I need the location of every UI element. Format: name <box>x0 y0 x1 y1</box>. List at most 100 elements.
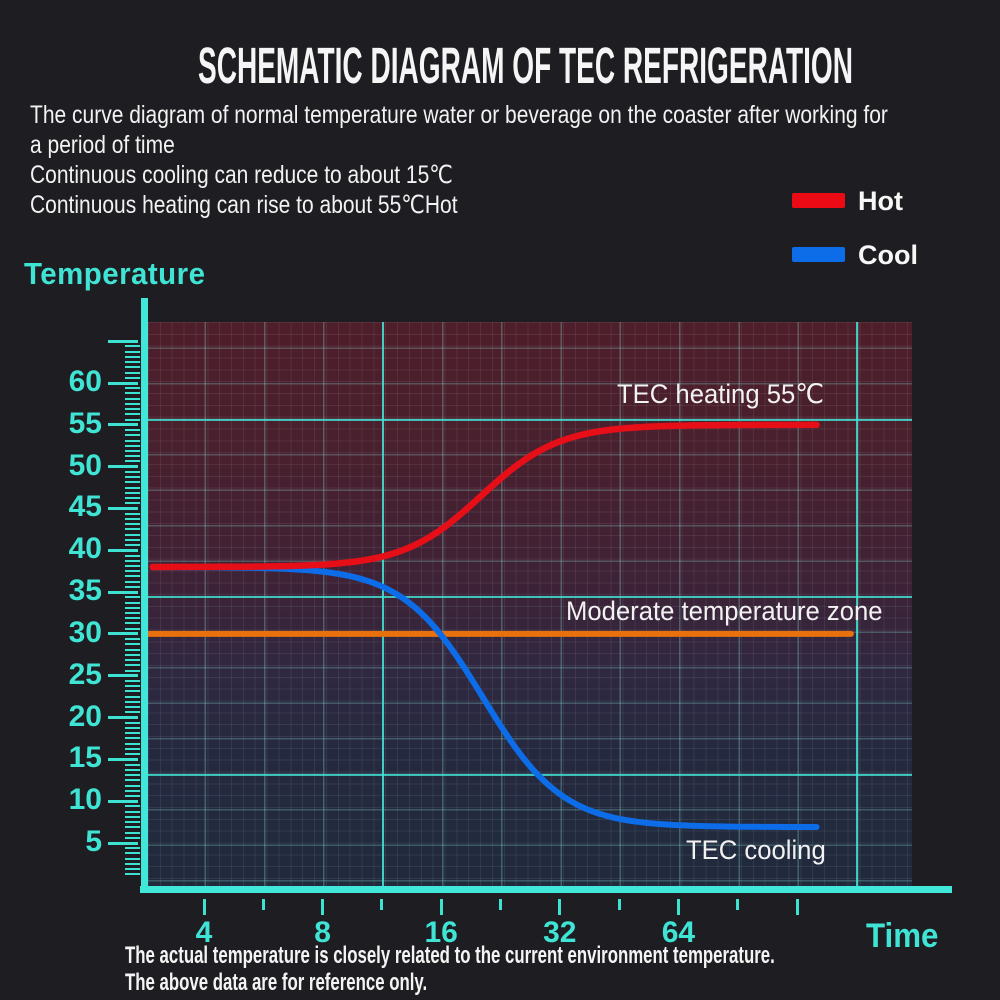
y-tick-label: 55 <box>68 406 102 440</box>
y-minor-tick <box>125 538 140 541</box>
y-tick-label: 45 <box>68 490 102 524</box>
y-tick-label: 25 <box>68 657 102 691</box>
curve-hot-tec-heating- <box>149 421 820 571</box>
y-minor-tick <box>125 402 140 405</box>
y-axis-title: Temperature <box>24 256 206 291</box>
y-minor-tick <box>125 732 140 735</box>
y-major-tick <box>108 381 138 385</box>
y-tick-label: 15 <box>68 741 102 775</box>
y-minor-tick <box>125 554 140 557</box>
y-minor-tick <box>125 460 140 463</box>
y-axis-line <box>141 298 148 890</box>
y-minor-tick <box>125 497 140 499</box>
bright-gridline-vertical <box>381 322 384 886</box>
page-title: SCHEMATIC DIAGRAM OF TEC REFRIGERATION <box>198 36 1000 95</box>
y-minor-tick <box>125 397 140 400</box>
y-minor-tick <box>125 831 140 834</box>
y-minor-tick <box>125 794 140 797</box>
y-major-tick <box>108 465 138 469</box>
y-tick-label: 30 <box>68 615 102 649</box>
y-minor-tick <box>125 350 140 353</box>
y-major-tick <box>108 716 138 720</box>
x-tick <box>261 899 265 910</box>
y-minor-tick <box>125 429 140 432</box>
y-minor-tick <box>125 418 140 421</box>
y-tick-label: 50 <box>68 448 102 482</box>
description-line: Continuous cooling can reduce to about 1… <box>30 161 453 189</box>
y-minor-tick <box>125 449 140 452</box>
footer-line: The above data are for reference only. <box>125 969 428 996</box>
y-minor-tick <box>125 711 140 714</box>
y-minor-tick <box>125 533 140 536</box>
y-minor-tick <box>125 789 140 792</box>
bright-gridline-horizontal <box>148 596 912 598</box>
y-minor-tick <box>125 376 140 379</box>
x-tick-label: 4 <box>195 916 213 949</box>
y-minor-tick <box>125 512 140 515</box>
y-tick-label: 10 <box>68 783 102 817</box>
y-minor-tick <box>125 575 140 578</box>
y-minor-tick <box>125 476 140 479</box>
y-minor-tick <box>125 638 140 641</box>
x-axis-title: Time <box>866 917 939 955</box>
y-minor-tick <box>125 502 140 505</box>
y-minor-tick <box>125 695 140 698</box>
y-tick-label: 5 <box>85 825 102 858</box>
bright-gridline-horizontal <box>148 418 912 421</box>
annotation-tec-heating: TEC heating 55℃ <box>617 379 825 409</box>
y-major-tick <box>108 632 138 636</box>
y-minor-tick <box>125 413 140 416</box>
y-tick-label: 20 <box>68 699 102 733</box>
y-tick-label: 40 <box>68 532 102 566</box>
y-tick-label: 35 <box>68 574 102 608</box>
y-minor-tick <box>125 643 140 646</box>
plot-area <box>148 322 912 886</box>
x-tick-label: 64 <box>661 916 696 949</box>
x-tick <box>380 899 384 910</box>
y-major-tick <box>108 841 138 845</box>
y-major-tick <box>108 548 138 552</box>
y-minor-tick <box>125 690 140 693</box>
y-minor-tick <box>125 439 140 442</box>
y-major-tick <box>108 757 138 761</box>
y-minor-tick <box>125 847 140 850</box>
y-minor-tick <box>125 387 140 390</box>
legend-label: Cool <box>858 240 918 270</box>
x-tick <box>795 899 799 915</box>
y-major-tick <box>108 339 138 343</box>
y-minor-tick <box>125 826 140 829</box>
y-minor-tick <box>125 836 140 839</box>
y-minor-tick <box>125 570 140 573</box>
legend-swatch-cool <box>792 247 845 262</box>
y-minor-tick <box>125 486 140 489</box>
y-minor-tick <box>125 852 140 855</box>
y-minor-tick <box>125 617 140 620</box>
x-tick <box>439 899 443 915</box>
y-minor-tick <box>125 664 140 667</box>
x-tick-label: 16 <box>424 916 458 949</box>
y-minor-tick <box>125 544 140 547</box>
y-minor-tick <box>125 481 140 484</box>
y-minor-tick <box>125 873 140 876</box>
y-minor-tick <box>125 606 140 609</box>
y-minor-tick <box>125 361 140 364</box>
y-major-tick <box>108 799 138 803</box>
y-minor-tick <box>125 706 140 709</box>
y-minor-tick <box>125 862 140 865</box>
y-tick-label: 60 <box>68 365 102 398</box>
y-minor-tick <box>125 622 140 625</box>
y-minor-tick <box>125 868 140 871</box>
y-minor-tick <box>125 810 140 813</box>
footer-note: The actual temperature is closely relate… <box>125 942 1000 996</box>
x-tick <box>736 899 740 910</box>
legend-swatch-hot <box>792 193 845 208</box>
y-major-tick <box>108 590 138 594</box>
y-minor-tick <box>125 721 140 724</box>
y-minor-tick <box>125 559 140 562</box>
y-minor-tick <box>125 669 140 672</box>
legend-label: Hot <box>858 186 903 216</box>
bright-gridline-vertical <box>856 322 859 886</box>
chart-curves <box>148 421 854 830</box>
description-line: Continuous heating can rise to about 55℃… <box>30 191 458 219</box>
